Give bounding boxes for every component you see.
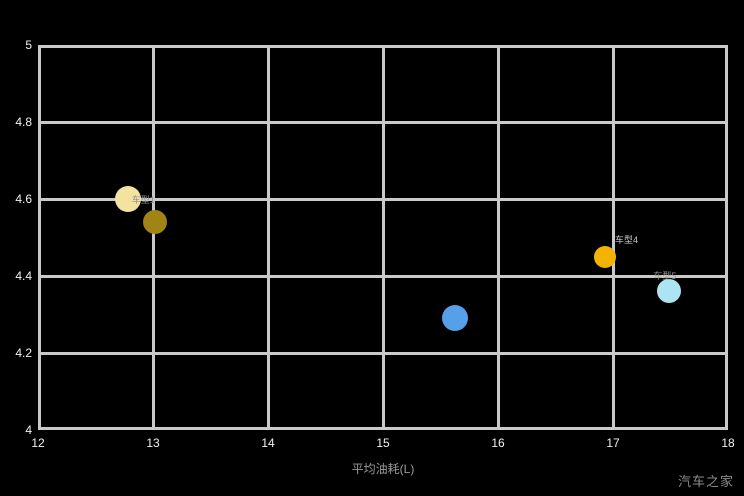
x-tick-label: 14 [261,436,275,450]
x-tick-label: 12 [31,436,45,450]
point-label: 车型4 [614,234,638,245]
y-tick-label: 4.6 [15,192,32,206]
gridline-horizontal [38,274,728,278]
y-tick-label: 5 [25,38,32,52]
gridline-vertical [151,45,155,430]
gridline-horizontal [38,427,728,430]
x-tick-label: 17 [606,436,620,450]
gridline-vertical [266,45,270,430]
scatter-point[interactable] [143,210,168,235]
gridline-horizontal [38,197,728,201]
watermark-autohome: 汽车之家 [677,474,734,489]
gridline-vertical [496,45,500,430]
gridline-vertical [725,45,728,430]
gridline-horizontal [38,120,728,124]
x-tick-label: 18 [721,436,735,450]
gridline-horizontal [38,45,728,48]
scatter-point[interactable] [593,245,616,268]
y-tick-label: 4.2 [15,346,32,360]
plot-area: 12 13 14 15 16 17 18 5 4.8 4.6 4.4 4.2 4 车型1 车型4 车型5 [15,39,734,449]
scatter-point[interactable] [657,279,682,304]
x-axis-title: 平均油耗(L) [351,462,415,476]
scatter-point[interactable] [114,186,141,212]
y-tick-label: 4 [25,423,32,437]
y-tick-label: 4.4 [15,269,32,283]
x-tick-label: 13 [146,436,160,450]
gridline-vertical [38,45,41,430]
point-label: 车型1 [131,195,155,205]
gridline-vertical [381,45,385,430]
gridline-horizontal [38,351,728,355]
point-label: 车型5 [653,271,677,282]
scatter-point[interactable] [442,305,469,332]
x-tick-label: 15 [376,436,390,450]
x-tick-label: 16 [491,436,505,450]
y-tick-label: 4.8 [15,115,32,129]
gridline-vertical [611,45,615,430]
